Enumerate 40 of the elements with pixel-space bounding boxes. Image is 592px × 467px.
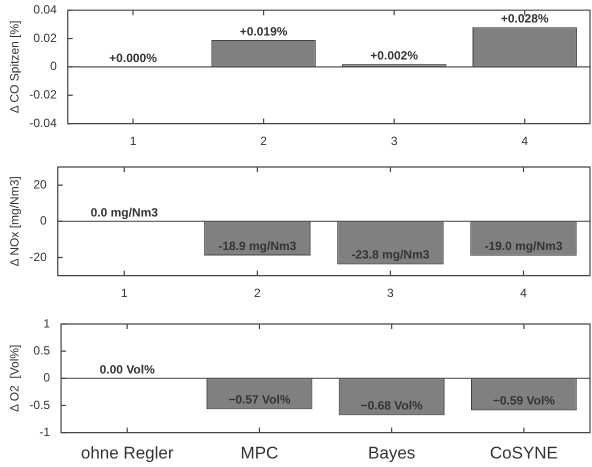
y-tick-label: -20 xyxy=(29,250,48,264)
data-label: -19.0 mg/Nm3 xyxy=(484,239,563,254)
data-label: +0.028% xyxy=(500,12,549,26)
y-tick-label: 0 xyxy=(43,370,50,385)
data-label: 0.0 mg/Nm3 xyxy=(90,206,158,220)
x-tick-label: 4 xyxy=(521,134,528,148)
x-tick-label: 2 xyxy=(260,134,268,148)
x-tick-label: Bayes xyxy=(368,443,416,462)
x-tick-label: 3 xyxy=(390,134,398,148)
x-tick-label: 4 xyxy=(520,286,528,300)
data-label: +0.002% xyxy=(370,48,418,62)
x-tick-label: 1 xyxy=(130,134,137,148)
y-tick-label: -0.5 xyxy=(29,398,50,412)
y-axis-title: Δ CO Spitzen [%] xyxy=(8,20,22,114)
x-tick-label: 3 xyxy=(387,286,394,300)
x-tick-label: MPC xyxy=(240,443,278,462)
y-tick-label: -0.04 xyxy=(29,116,58,130)
x-tick-label: CoSYNE xyxy=(490,443,558,462)
x-tick-label: 1 xyxy=(120,286,128,300)
y-tick-label: 0.5 xyxy=(33,343,50,358)
x-tick-label: ohne Regler xyxy=(80,443,174,462)
y-tick-label: 0.04 xyxy=(33,2,58,17)
data-label: −0.59 Vol% xyxy=(492,394,556,408)
y-tick-label: 0.02 xyxy=(33,30,58,45)
data-label: +0.000% xyxy=(109,51,158,66)
y-tick-label: 0 xyxy=(50,59,58,74)
data-label: -18.9 mg/Nm3 xyxy=(218,238,297,253)
data-label: 0.00 Vol% xyxy=(100,362,156,377)
data-label: −0.68 Vol% xyxy=(360,398,424,413)
data-label: +0.019% xyxy=(240,24,288,38)
y-axis-title: Δ NOx [mg/Nm3] xyxy=(8,176,22,266)
data-label: −0.57 Vol% xyxy=(228,392,291,407)
y-axis-title: Δ O2 [Vol%] xyxy=(8,344,22,412)
y-tick-label: 1 xyxy=(43,316,50,330)
y-tick-label: 20 xyxy=(33,177,48,192)
y-tick-label: -0.02 xyxy=(29,88,58,102)
y-tick-label: -1 xyxy=(39,424,50,439)
y-tick-label: 0 xyxy=(40,214,48,228)
x-tick-label: 2 xyxy=(254,286,261,300)
data-label: -23.8 mg/Nm3 xyxy=(351,248,430,262)
